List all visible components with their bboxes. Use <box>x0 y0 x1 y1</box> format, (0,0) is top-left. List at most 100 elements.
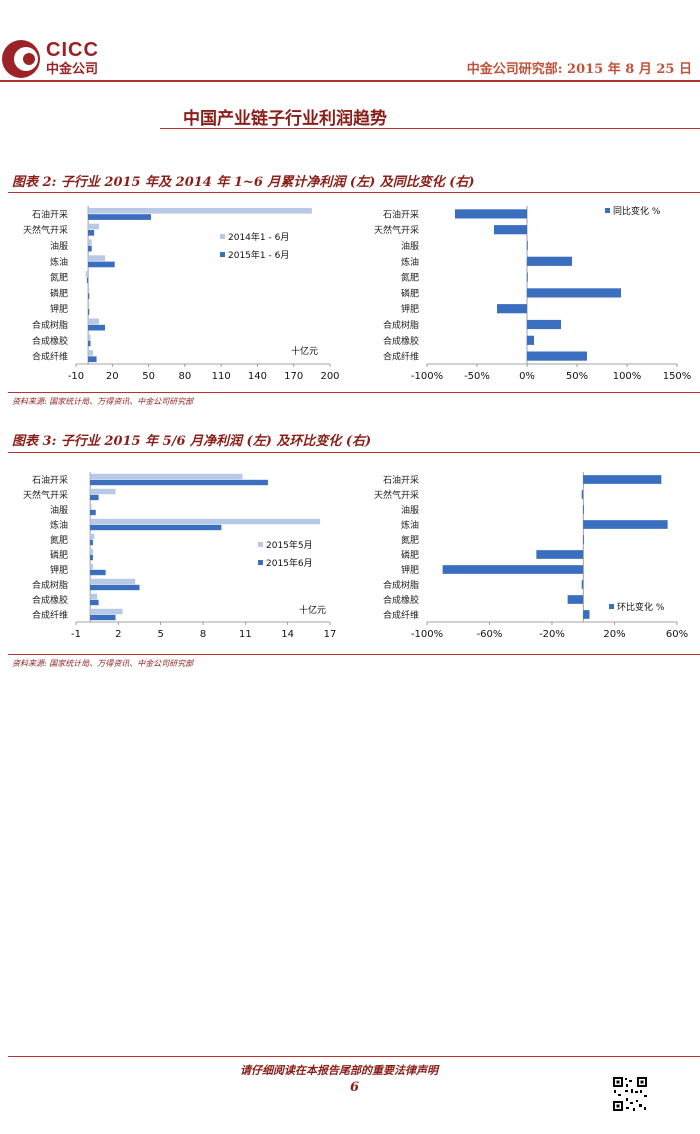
bar-mark <box>88 324 106 331</box>
tick-label: 50 <box>142 371 155 382</box>
figure3-source: 资料来源: 国家统计局、万得资讯、中金公司研究部 <box>12 659 194 668</box>
category-label: 石油开采 <box>32 474 68 486</box>
category-label: 合成橡胶 <box>32 335 68 347</box>
category-label: 炼油 <box>50 256 68 268</box>
figure2-source: 资料来源: 国家统计局、万得资讯、中金公司研究部 <box>12 397 194 406</box>
bar-mark <box>86 277 89 284</box>
bar-mark <box>567 595 584 604</box>
category-label: 合成纤维 <box>32 609 68 621</box>
bar-mark <box>88 223 99 230</box>
category-label: 天然气开采 <box>374 489 419 501</box>
tick-label: 8 <box>200 629 206 640</box>
category-label: 合成纤维 <box>32 351 68 363</box>
bar-mark <box>90 548 93 555</box>
category-label: 磷肥 <box>401 287 419 299</box>
legend-swatch <box>258 560 263 565</box>
bar-mark <box>90 554 93 561</box>
bar-mark <box>88 207 312 214</box>
bar-mark <box>527 256 572 266</box>
legend-swatch <box>220 234 225 239</box>
tick-label: -10 <box>68 371 84 382</box>
category-label: 钾肥 <box>50 303 68 315</box>
bar-mark <box>88 230 95 236</box>
legal-notice: 请仔细阅读在本报告尾部的重要法律声明 <box>240 1064 438 1077</box>
legend-label: 2014年1 - 6月 <box>228 231 289 243</box>
bar-mark <box>527 240 528 251</box>
bar-mark <box>88 255 106 261</box>
bar-mark <box>88 340 91 347</box>
bar-mark <box>494 225 527 235</box>
brand-logo: CICC 中金公司 <box>0 38 110 78</box>
tick-label: 11 <box>239 629 252 640</box>
tick-label: 20% <box>603 629 625 640</box>
category-label: 合成纤维 <box>383 609 419 621</box>
bar-mark <box>581 490 584 499</box>
tick-label: -100% <box>411 371 443 382</box>
category-label: 炼油 <box>401 256 419 268</box>
legend-label: 2015年6月 <box>266 557 313 569</box>
bar-mark <box>583 475 662 484</box>
bar-mark <box>88 309 90 315</box>
category-label: 合成橡胶 <box>383 594 419 606</box>
bar-mark <box>88 318 99 325</box>
bar-mark <box>583 505 585 514</box>
bar-mark <box>88 293 90 299</box>
tick-label: 17 <box>324 629 337 640</box>
category-label: 氮肥 <box>401 534 419 546</box>
logo-emblem-icon <box>2 40 40 78</box>
category-label: 石油开采 <box>383 474 419 486</box>
category-label: 磷肥 <box>50 549 68 561</box>
legend-label: 环比变化 % <box>617 601 665 613</box>
category-label: 磷肥 <box>401 549 419 561</box>
bar-mark <box>88 350 93 356</box>
category-label: 钾肥 <box>50 564 68 576</box>
bar-mark <box>88 261 115 268</box>
category-label: 天然气开采 <box>23 224 68 236</box>
tick-label: 100% <box>613 371 642 382</box>
figure3-top-rule <box>8 452 700 453</box>
tick-label: 0% <box>519 371 535 382</box>
category-label: 合成橡胶 <box>32 594 68 606</box>
logo-wordmark: CICC <box>46 39 99 61</box>
bar-mark <box>90 533 95 540</box>
bar-mark <box>90 473 243 480</box>
bar-mark <box>90 608 123 615</box>
bar-mark <box>90 563 93 570</box>
bar-mark <box>85 271 89 277</box>
bar-mark <box>527 288 621 298</box>
tick-label: 2 <box>115 629 121 640</box>
header-rule <box>0 80 700 82</box>
legend-swatch <box>220 252 225 257</box>
category-label: 合成橡胶 <box>383 335 419 347</box>
bar-mark <box>90 524 222 531</box>
legend-label: 同比变化 % <box>613 205 661 217</box>
bar-mark <box>536 550 584 559</box>
bar-mark <box>581 580 584 589</box>
bar-mark <box>90 578 136 585</box>
bar-mark <box>583 610 590 619</box>
category-label: 油服 <box>50 240 68 252</box>
bar-mark <box>90 593 98 600</box>
figure3-bottom-rule <box>8 654 700 655</box>
page-number: 6 <box>350 1080 360 1095</box>
bar-mark <box>90 584 140 591</box>
title-rule <box>160 128 700 129</box>
tick-label: 20 <box>106 371 119 382</box>
category-label: 炼油 <box>401 519 419 531</box>
category-label: 磷肥 <box>50 287 68 299</box>
category-label: 氮肥 <box>50 272 68 284</box>
footer-rule <box>8 1056 700 1057</box>
unit-label: 十亿元 <box>299 604 326 616</box>
legend-swatch <box>258 542 263 547</box>
category-label: 石油开采 <box>32 208 68 220</box>
bar-mark <box>90 518 321 525</box>
category-label: 钾肥 <box>401 564 419 576</box>
tick-label: 150% <box>663 371 692 382</box>
bar-mark <box>90 494 99 501</box>
tick-label: 110 <box>212 371 231 382</box>
bar-mark <box>88 302 90 309</box>
figure3-title: 图表 3: 子行业 2015 年 5/6 月净利润 (左) 及环比变化 (右) <box>12 434 372 449</box>
bar-mark <box>88 334 91 340</box>
